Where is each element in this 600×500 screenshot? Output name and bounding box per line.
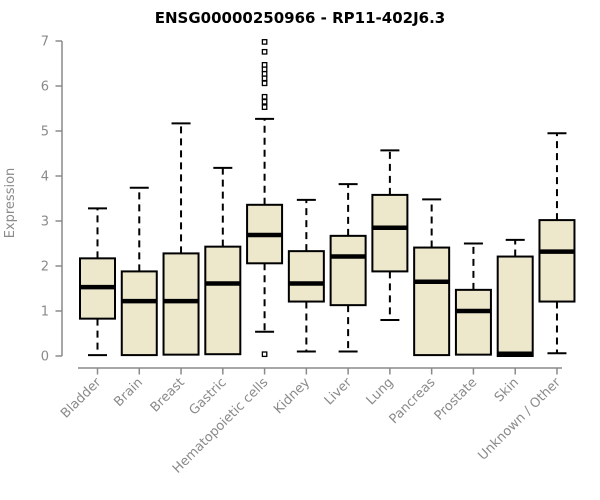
outlier-point <box>261 39 268 45</box>
outlier-point <box>261 80 268 87</box>
boxplot-skin <box>496 238 534 357</box>
y-tick-label: 6 <box>41 80 49 95</box>
x-category-label: Pancreas <box>387 375 439 427</box>
boxplot-hematopoietic-cells <box>246 39 284 358</box>
boxplot-bladder <box>79 207 116 357</box>
x-category-label: Liver <box>322 375 356 409</box>
y-tick-label: 7 <box>41 35 49 50</box>
iqr-box <box>162 252 200 356</box>
boxplot-kidney <box>287 198 325 353</box>
boxplot-liver <box>329 183 367 353</box>
boxplot-gastric <box>204 166 242 356</box>
boxplot-unknown-other <box>538 132 576 355</box>
iqr-box <box>538 219 576 303</box>
outlier-point <box>261 66 268 73</box>
outlier-point <box>261 351 268 358</box>
iqr-box <box>120 270 158 357</box>
x-category-label: Lung <box>364 375 397 408</box>
y-tick-label: 0 <box>41 350 49 365</box>
boxplot-breast <box>162 122 200 356</box>
iqr-box <box>454 288 492 356</box>
boxplot-brain <box>120 186 158 357</box>
x-category-label: Breast <box>148 375 188 415</box>
iqr-box <box>413 246 451 357</box>
x-category-label: Bladder <box>58 375 105 422</box>
iqr-box <box>371 193 409 273</box>
iqr-box <box>496 255 534 357</box>
x-category-label: Prostate <box>432 375 480 423</box>
boxplot-pancreas <box>413 198 451 357</box>
iqr-box <box>329 234 367 307</box>
y-tick-label: 5 <box>41 125 49 140</box>
iqr-box <box>287 250 325 303</box>
x-category-label: Brain <box>111 375 146 410</box>
chart-title: ENSG00000250966 - RP11-402J6.3 <box>155 9 446 27</box>
y-tick-label: 4 <box>41 170 49 185</box>
boxplot-lung <box>371 149 409 321</box>
outlier-point <box>261 75 268 82</box>
outlier-point <box>261 104 268 110</box>
y-tick-label: 3 <box>41 215 49 230</box>
iqr-box <box>204 245 242 356</box>
outlier-point <box>261 48 268 55</box>
x-category-label: Skin <box>492 375 522 405</box>
outlier-point <box>261 98 268 105</box>
outlier-point <box>261 93 268 100</box>
y-tick-label: 2 <box>41 260 49 275</box>
outlier-point <box>261 71 268 77</box>
x-category-label: Unknown / Other <box>475 375 564 464</box>
x-category-label: Kidney <box>271 375 313 417</box>
boxplot-prostate <box>454 242 492 356</box>
y-axis-label: Expression <box>3 168 18 239</box>
y-tick-label: 1 <box>41 305 49 320</box>
outlier-point <box>261 62 268 68</box>
